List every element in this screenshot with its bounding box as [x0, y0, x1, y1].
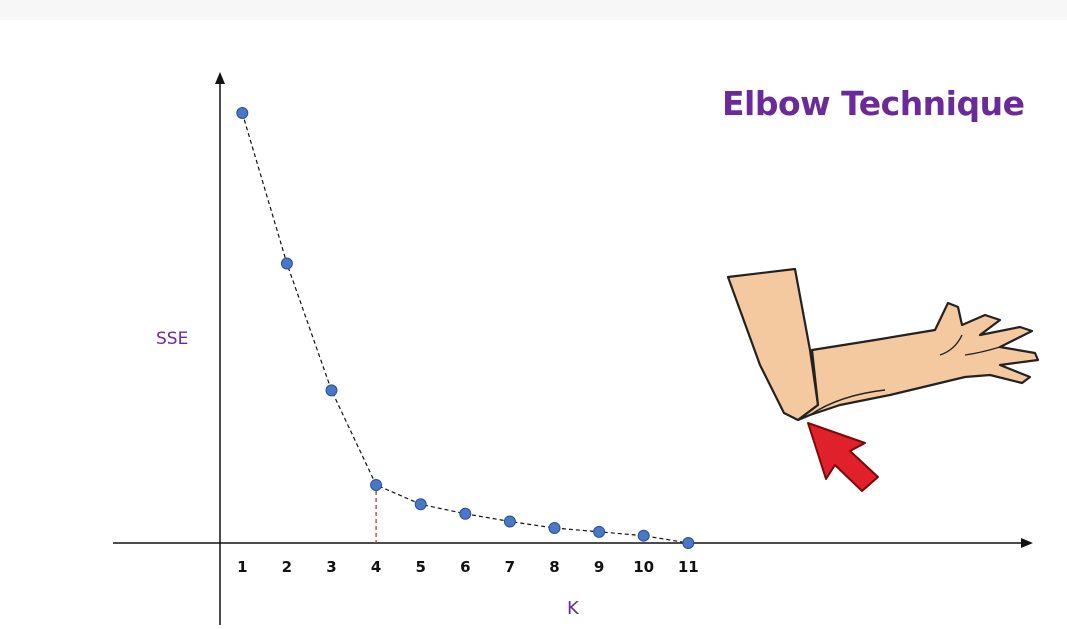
- x-tick-label-5: 5: [415, 558, 425, 576]
- data-point-k6: [459, 507, 472, 520]
- x-axis-arrowhead: [1021, 538, 1033, 548]
- forearm: [796, 301, 1040, 422]
- x-tick-labels: 1 2 3 4 5 6 7 8 9 10 11: [237, 558, 699, 576]
- data-point-k2: [280, 257, 293, 270]
- x-tick-label-2: 2: [282, 558, 292, 576]
- y-axis-arrowhead: [215, 72, 225, 84]
- data-point-k1: [236, 107, 249, 119]
- data-point-k5: [414, 498, 427, 511]
- chart-title: Elbow Technique: [722, 84, 1025, 123]
- data-point-k9: [593, 525, 606, 538]
- elbow-arm-illustration: [726, 267, 1040, 492]
- x-tick-label-11: 11: [678, 558, 699, 576]
- sse-line: [241, 112, 689, 544]
- y-axis-label: SSE: [156, 329, 189, 349]
- data-point-k10: [637, 529, 650, 542]
- data-point-k3: [325, 384, 338, 397]
- upper-arm: [726, 267, 820, 422]
- series-lines: [241, 112, 689, 544]
- top-strip: [0, 0, 1067, 20]
- x-tick-label-7: 7: [505, 558, 515, 576]
- axes: [113, 72, 1033, 625]
- x-axis-label: K: [567, 598, 579, 619]
- data-point-k7: [503, 515, 516, 528]
- x-tick-label-4: 4: [371, 558, 381, 576]
- data-point-k4: [370, 478, 383, 491]
- red-arrow-icon: [807, 422, 879, 492]
- data-point-k8: [548, 521, 561, 534]
- x-tick-label-8: 8: [549, 558, 559, 576]
- x-tick-label-10: 10: [633, 558, 654, 576]
- x-tick-label-3: 3: [326, 558, 336, 576]
- data-points: [236, 107, 695, 549]
- x-tick-label-1: 1: [237, 558, 247, 576]
- data-point-k11: [682, 537, 695, 549]
- x-tick-label-6: 6: [460, 558, 470, 576]
- x-tick-label-9: 9: [594, 558, 604, 576]
